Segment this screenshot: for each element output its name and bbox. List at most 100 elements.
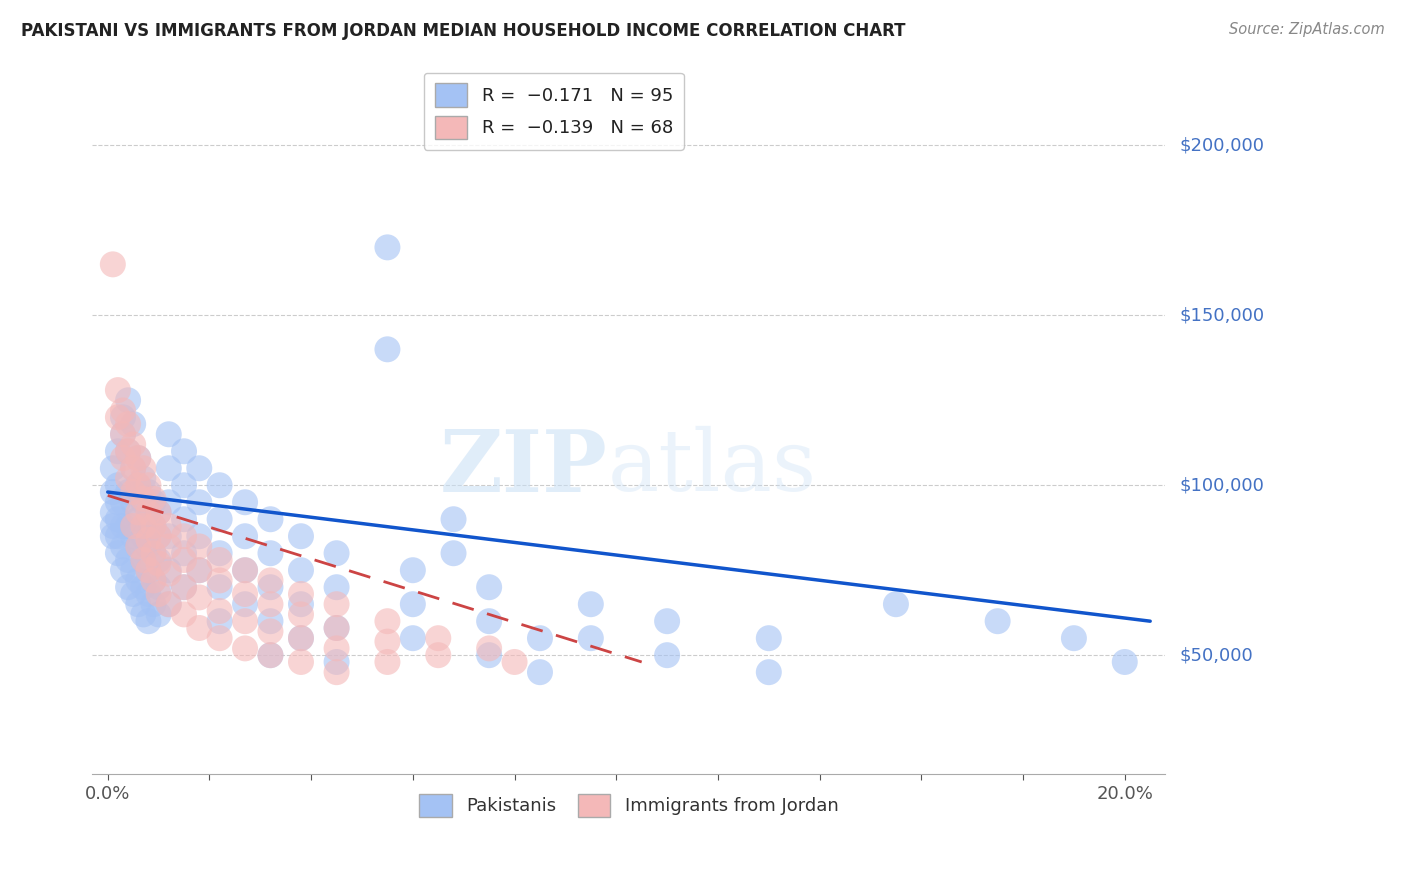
Text: $200,000: $200,000 <box>1180 136 1264 154</box>
Point <box>138 478 160 492</box>
Point <box>208 580 231 594</box>
Point <box>233 529 256 543</box>
Point <box>101 485 124 500</box>
Point <box>290 631 312 645</box>
Point <box>325 546 347 560</box>
Point <box>208 604 231 618</box>
Point <box>117 417 139 431</box>
Point <box>122 437 145 451</box>
Point <box>127 478 149 492</box>
Point <box>478 648 501 663</box>
Point <box>157 461 180 475</box>
Point <box>138 512 160 526</box>
Point <box>111 540 134 554</box>
Text: $50,000: $50,000 <box>1180 646 1253 665</box>
Point <box>142 597 165 611</box>
Point <box>987 614 1010 628</box>
Point <box>101 505 124 519</box>
Point <box>107 478 129 492</box>
Point <box>188 495 211 509</box>
Point <box>132 607 155 622</box>
Point <box>111 495 134 509</box>
Point <box>122 461 145 475</box>
Point <box>132 471 155 485</box>
Point <box>290 529 312 543</box>
Point <box>157 597 180 611</box>
Point <box>138 614 160 628</box>
Point <box>325 621 347 635</box>
Text: $150,000: $150,000 <box>1180 306 1264 325</box>
Point <box>233 563 256 577</box>
Point <box>148 529 170 543</box>
Point <box>259 597 281 611</box>
Point <box>758 665 780 680</box>
Point <box>127 540 149 554</box>
Point <box>122 529 145 543</box>
Point <box>148 505 170 519</box>
Point <box>127 478 149 492</box>
Point <box>127 512 149 526</box>
Point <box>325 665 347 680</box>
Point <box>259 648 281 663</box>
Point <box>122 495 145 509</box>
Point <box>148 607 170 622</box>
Point <box>157 495 180 509</box>
Point <box>884 597 907 611</box>
Point <box>101 461 124 475</box>
Point <box>117 444 139 458</box>
Point <box>138 533 160 547</box>
Point <box>111 451 134 466</box>
Point <box>208 478 231 492</box>
Point <box>127 574 149 588</box>
Point <box>142 495 165 509</box>
Point <box>122 563 145 577</box>
Point <box>325 580 347 594</box>
Point <box>117 519 139 533</box>
Point <box>107 546 129 560</box>
Point <box>655 648 678 663</box>
Point <box>122 519 145 533</box>
Point <box>188 540 211 554</box>
Point <box>111 427 134 442</box>
Point <box>402 631 425 645</box>
Point <box>138 587 160 601</box>
Point <box>101 257 124 271</box>
Point <box>478 641 501 656</box>
Point <box>111 410 134 425</box>
Point <box>173 512 195 526</box>
Point <box>402 597 425 611</box>
Point <box>173 478 195 492</box>
Point <box>111 519 134 533</box>
Legend: Pakistanis, Immigrants from Jordan: Pakistanis, Immigrants from Jordan <box>412 787 846 824</box>
Text: atlas: atlas <box>607 426 817 509</box>
Point <box>290 631 312 645</box>
Point <box>377 240 399 254</box>
Point <box>290 655 312 669</box>
Point <box>443 546 465 560</box>
Point <box>173 546 195 560</box>
Point <box>127 540 149 554</box>
Point <box>208 512 231 526</box>
Point <box>138 485 160 500</box>
Point <box>188 461 211 475</box>
Point <box>117 485 139 500</box>
Point <box>427 648 450 663</box>
Point <box>157 563 180 577</box>
Point <box>127 451 149 466</box>
Point <box>478 580 501 594</box>
Point <box>233 614 256 628</box>
Point <box>117 553 139 567</box>
Point <box>148 505 170 519</box>
Point <box>259 580 281 594</box>
Point <box>233 495 256 509</box>
Point <box>173 444 195 458</box>
Point <box>142 546 165 560</box>
Point <box>148 529 170 543</box>
Point <box>117 580 139 594</box>
Point <box>157 529 180 543</box>
Point <box>107 512 129 526</box>
Point <box>529 631 551 645</box>
Point <box>157 597 180 611</box>
Point <box>377 634 399 648</box>
Point <box>132 519 155 533</box>
